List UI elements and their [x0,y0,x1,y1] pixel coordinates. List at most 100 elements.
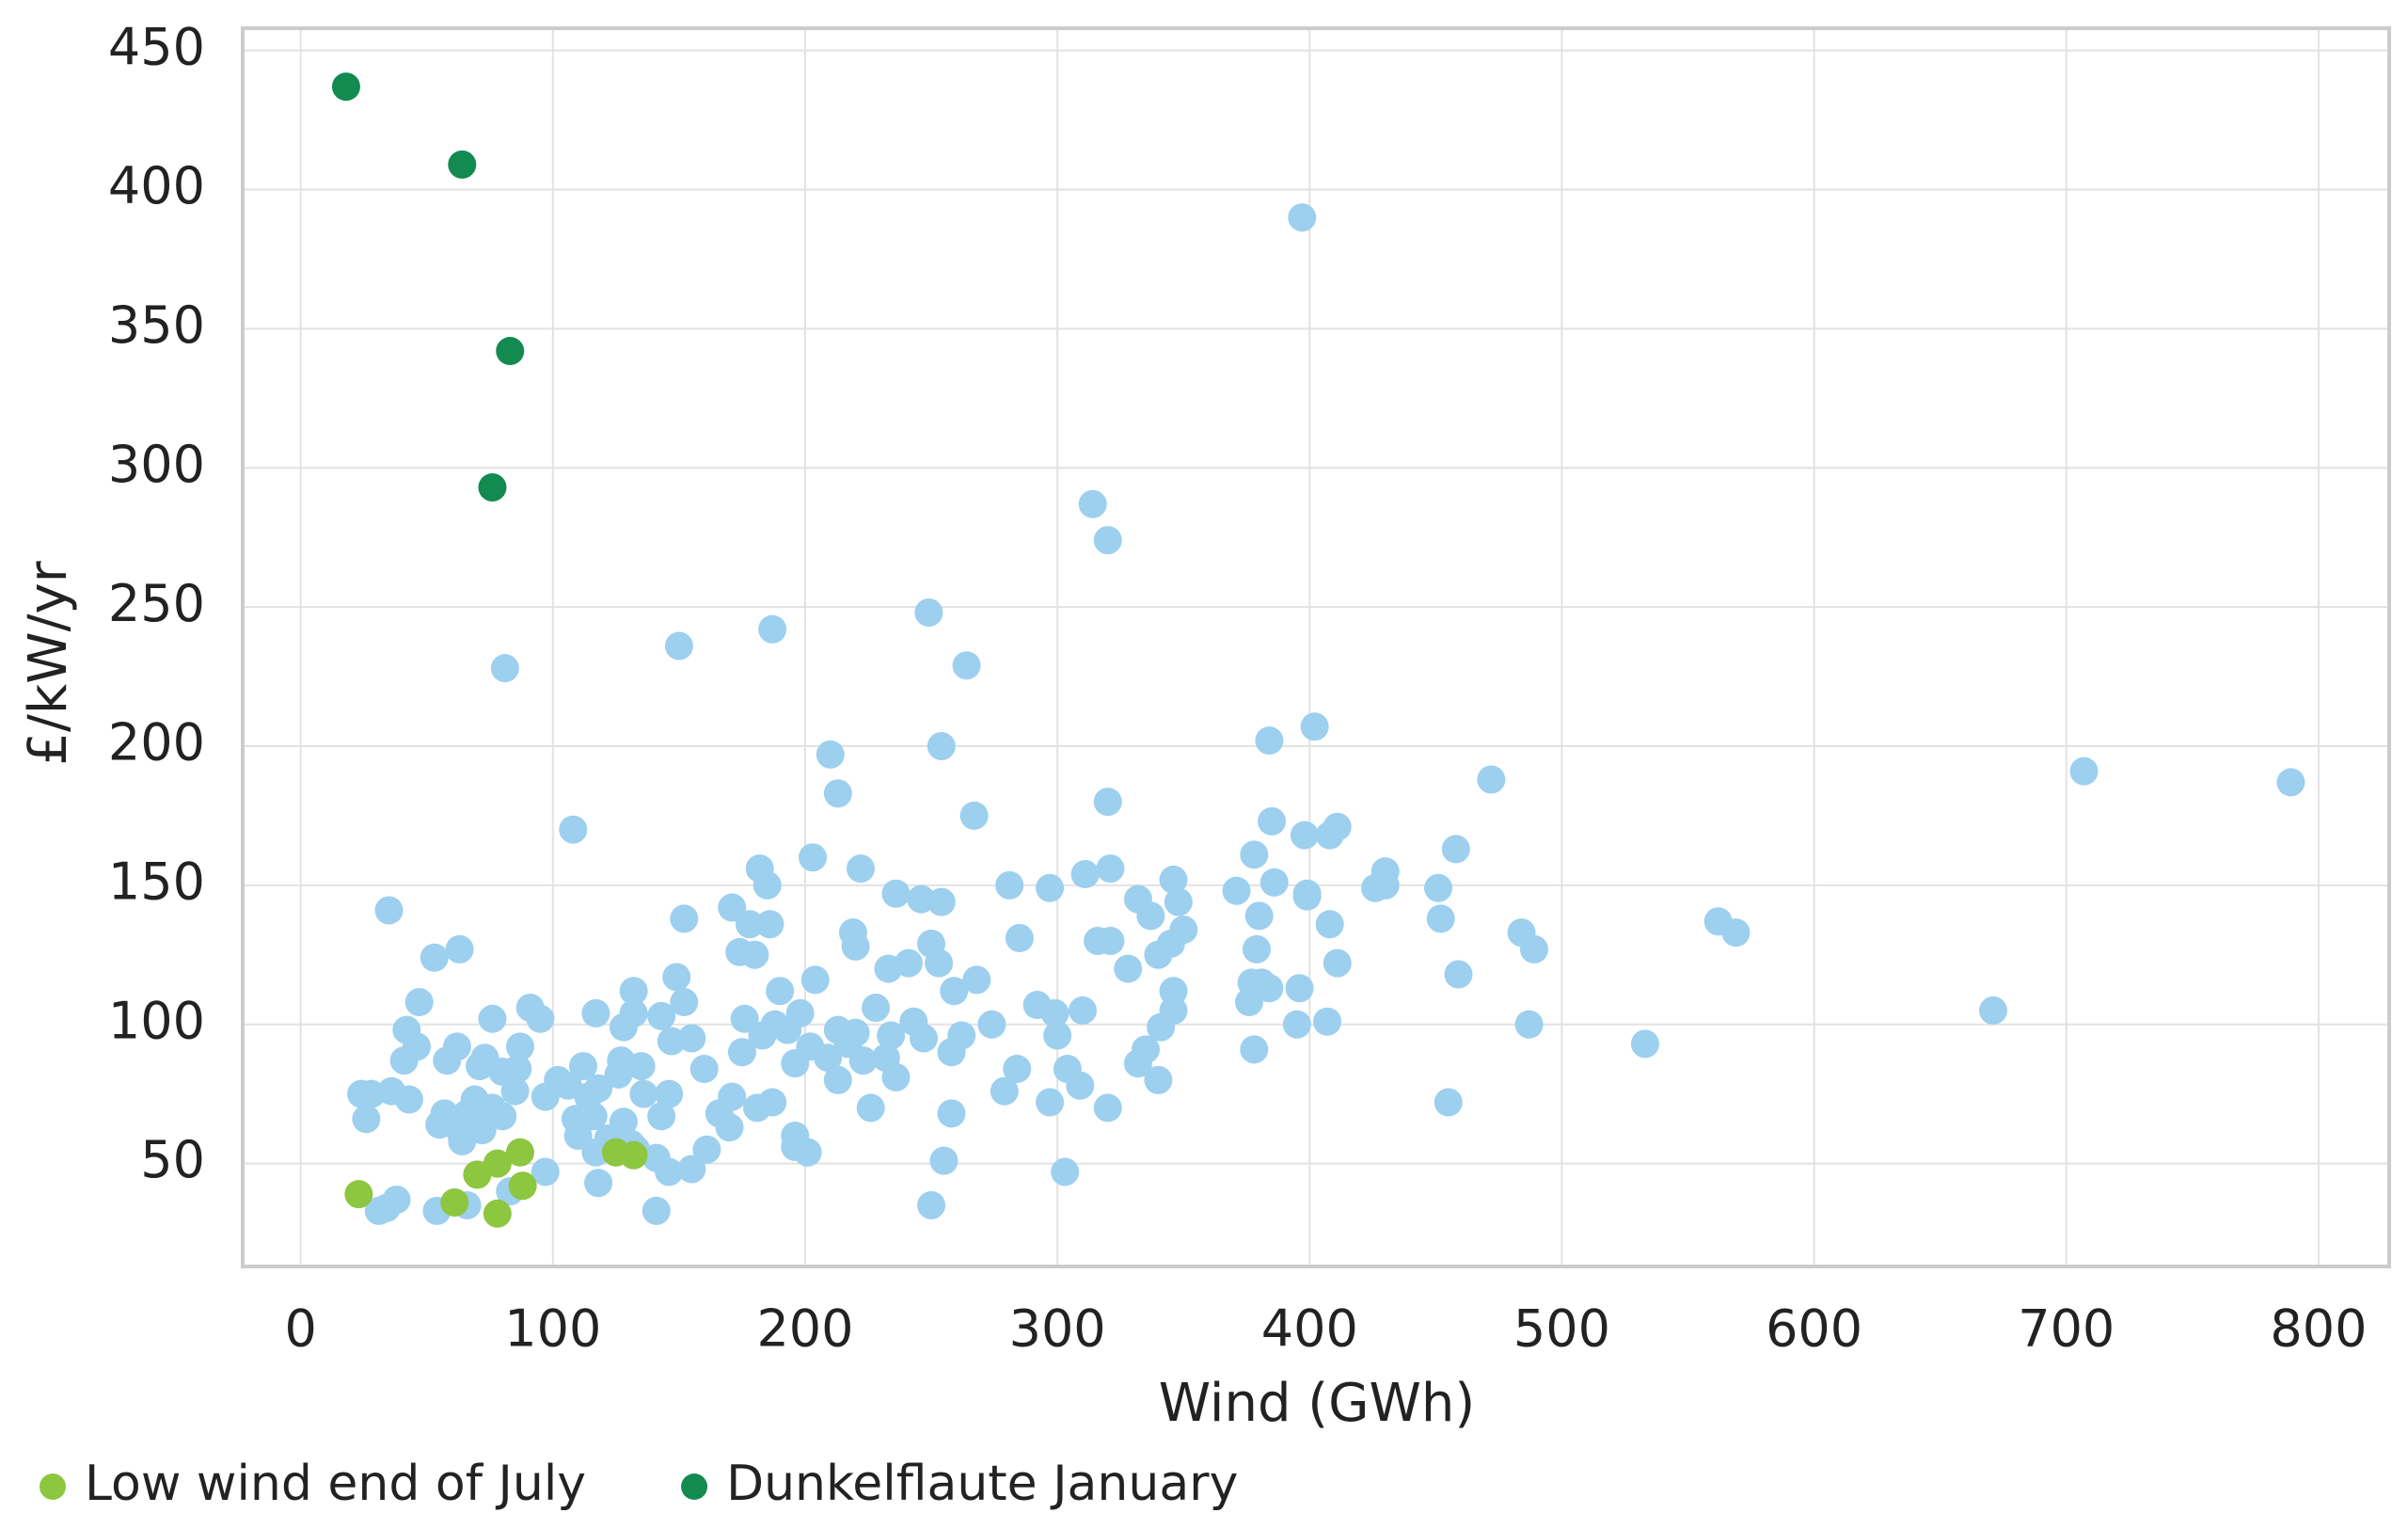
point [500,1076,530,1106]
point [718,893,747,922]
point [1323,948,1352,978]
x-tick-label: 100 [504,1299,601,1359]
point [466,1052,495,1081]
point [877,1021,906,1050]
point [1005,924,1034,953]
point [1136,901,1165,931]
y-tick-label: 450 [108,17,205,76]
point [856,1093,885,1123]
point [796,1032,825,1061]
point [1258,806,1287,836]
point [569,1052,598,1081]
point [553,1071,582,1100]
point [467,1116,497,1145]
point [433,1046,462,1075]
point [1240,1035,1269,1064]
point [584,1074,613,1103]
point [937,1038,966,1067]
point [1078,489,1107,518]
point [730,1004,759,1033]
point [755,910,784,939]
point [619,1140,648,1170]
point [483,1199,512,1228]
point [952,651,981,680]
point [1093,1093,1122,1123]
point [1003,1055,1032,1084]
x-tick-label: 600 [1766,1299,1862,1359]
point [662,963,691,992]
point [515,993,545,1022]
point [1315,910,1344,939]
point [352,1105,381,1134]
point [881,879,911,908]
legend-marker [681,1473,708,1500]
point [503,1055,532,1084]
x-axis-label: Wind (GWh) [1159,1373,1476,1434]
point [1147,1012,1176,1042]
point [1156,929,1185,958]
point [604,1059,633,1089]
point [657,1027,686,1056]
y-tick-label: 50 [140,1130,205,1189]
point [609,1012,638,1042]
point [743,1093,772,1123]
point [1255,726,1284,756]
point [899,1007,928,1036]
point [1096,854,1125,884]
point [799,843,828,872]
y-tick-label: 300 [108,435,205,494]
point [1040,998,1069,1027]
plot-frame [241,26,2391,1268]
point [1144,1065,1173,1094]
point [940,977,969,1006]
point [917,1190,946,1219]
x-tick-label: 800 [2270,1299,2367,1359]
point [1978,995,2007,1025]
point [664,631,693,661]
point [766,977,795,1006]
point [1315,820,1344,850]
point [929,1146,958,1175]
point [1159,865,1188,894]
point [356,1079,386,1108]
point [629,1079,658,1108]
point [677,1155,706,1184]
point [1444,960,1473,989]
point [1285,974,1314,1003]
point [505,1138,534,1167]
point [995,870,1024,900]
point [382,1186,411,1215]
legend-label: Low wind end of July [85,1456,586,1512]
x-tick-label: 700 [2018,1299,2115,1359]
point [331,72,360,102]
point [483,1149,512,1178]
y-tick-label: 400 [108,156,205,215]
point [1630,1029,1659,1059]
point [823,1065,852,1094]
point [1222,876,1251,905]
point [531,1082,560,1111]
point [1300,712,1329,741]
point [448,150,477,179]
point [977,1010,1006,1039]
point [1424,873,1453,902]
point [1242,934,1271,964]
point [2069,757,2099,786]
point [1093,526,1122,555]
point [959,801,989,830]
point [1051,1157,1080,1187]
point [816,740,845,769]
point [705,1099,734,1128]
point [1282,1010,1311,1039]
point [440,1187,469,1217]
point [1288,203,1317,232]
point [758,614,787,644]
point [1426,904,1455,933]
x-tick-label: 200 [756,1299,853,1359]
point [1070,860,1100,889]
point [914,598,943,628]
y-tick-label: 250 [108,574,205,633]
point [937,1099,966,1128]
point [647,1102,676,1131]
